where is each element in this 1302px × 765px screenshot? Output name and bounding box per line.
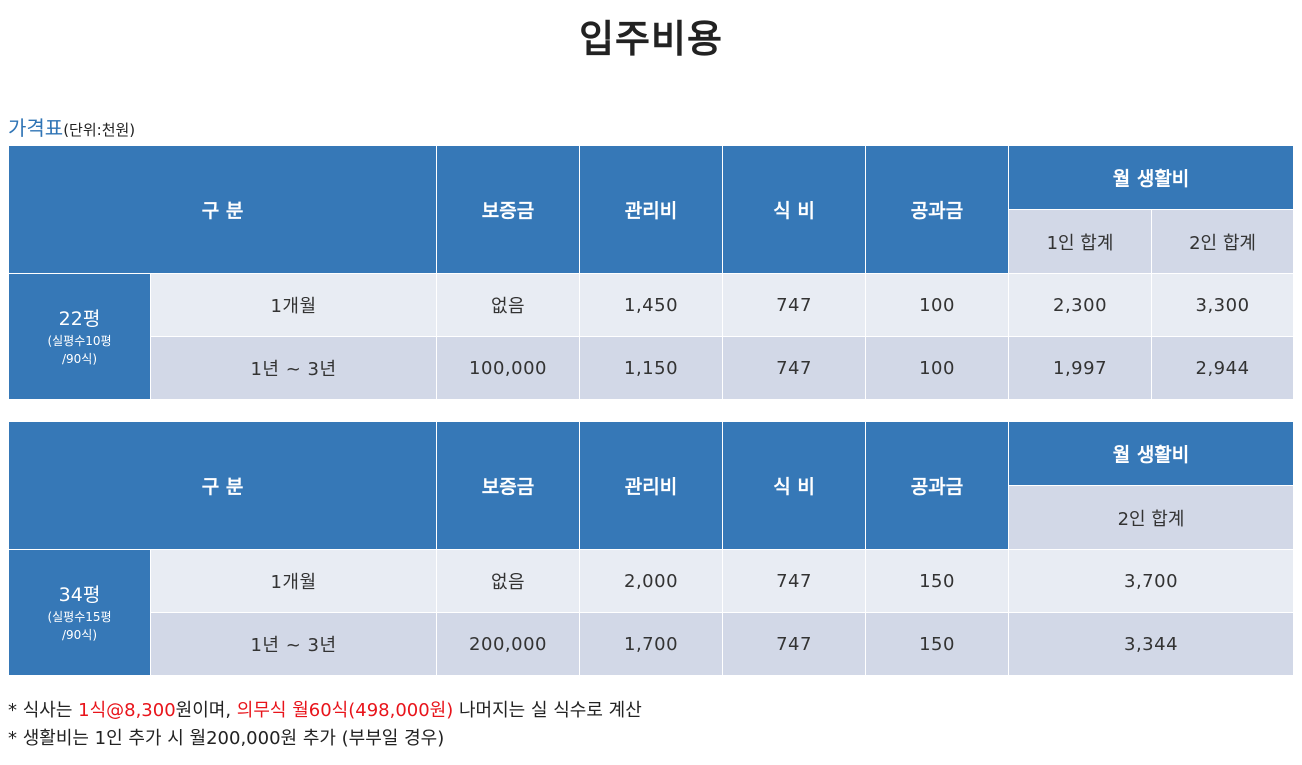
period-cell: 1년 ~ 3년 [149, 336, 438, 400]
size-note: /90식) [61, 351, 98, 366]
price-table-caption: 가격표(단위:천원) [8, 115, 135, 141]
header-one-person-total: 1인 합계 [1008, 209, 1153, 274]
meal-cell: 747 [722, 612, 867, 676]
note-highlight-meal-price: 1식@8,300 [78, 700, 176, 721]
header-two-person-total: 2인 합계 [1151, 209, 1295, 274]
note-highlight-mandatory-meals: 의무식 월60식(498,000원) [236, 700, 454, 721]
utilities-cell: 100 [865, 273, 1010, 337]
size-category-cell: 22평 (실평수10평 /90식) [8, 273, 151, 400]
caption-title: 가격표 [8, 116, 64, 140]
size-label: 22평 [58, 307, 101, 330]
note-text: 원이며, [175, 700, 237, 721]
header-deposit: 보증금 [436, 421, 581, 550]
header-utilities: 공과금 [865, 421, 1010, 550]
one-total-cell: 1,997 [1008, 336, 1153, 400]
header-monthly-cost: 월 생활비 [1008, 145, 1295, 210]
two-total-cell: 3,700 [1008, 549, 1295, 613]
table-row: 1년 ~ 3년 100,000 1,150 747 100 1,997 2,94… [9, 336, 1295, 400]
one-total-cell: 2,300 [1008, 273, 1153, 337]
page-title: 입주비용 [579, 17, 723, 61]
header-category: 구 분 [7, 145, 438, 274]
deposit-cell: 없음 [436, 549, 581, 613]
management-cell: 1,450 [579, 273, 724, 337]
two-total-cell: 2,944 [1151, 336, 1295, 400]
size-label: 34평 [58, 583, 101, 606]
header-category: 구 분 [7, 421, 438, 550]
size-note: /90식) [61, 627, 98, 642]
period-cell: 1개월 [149, 549, 438, 613]
size-category-cell: 34평 (실평수15평 /90식) [8, 549, 151, 676]
table-row: 22평 (실평수10평 /90식) 1개월 없음 1,450 747 100 2… [8, 273, 1295, 400]
note-text: 나머지는 실 식수로 계산 [453, 700, 642, 721]
meal-cell: 747 [722, 273, 867, 337]
deposit-cell: 200,000 [436, 612, 581, 676]
utilities-cell: 100 [865, 336, 1010, 400]
note-meal: * 식사는 1식@8,300원이며, 의무식 월60식(498,000원) 나머… [8, 697, 642, 725]
deposit-cell: 100,000 [436, 336, 581, 400]
price-table-34: 구 분 보증금 관리비 식 비 공과금 월 생활비 2인 합계 34평 (실평수… [7, 421, 1295, 676]
caption-unit: (단위:천원) [63, 121, 136, 139]
header-monthly-cost: 월 생활비 [1008, 421, 1295, 486]
notes: * 식사는 1식@8,300원이며, 의무식 월60식(498,000원) 나머… [8, 697, 642, 753]
header-two-person-total: 2인 합계 [1008, 485, 1295, 550]
management-cell: 1,150 [579, 336, 724, 400]
header-meal: 식 비 [722, 145, 867, 274]
header-deposit: 보증금 [436, 145, 581, 274]
period-cell: 1년 ~ 3년 [149, 612, 438, 676]
management-cell: 1,700 [579, 612, 724, 676]
header-management: 관리비 [579, 145, 724, 274]
price-table-22: 구 분 보증금 관리비 식 비 공과금 월 생활비 1인 합계 2인 합계 22… [7, 145, 1295, 400]
header-meal: 식 비 [722, 421, 867, 550]
size-note: (실평수15평 [47, 609, 112, 624]
period-cell: 1개월 [149, 273, 438, 337]
meal-cell: 747 [722, 549, 867, 613]
meal-cell: 747 [722, 336, 867, 400]
table-row: 1년 ~ 3년 200,000 1,700 747 150 3,344 [9, 612, 1295, 676]
utilities-cell: 150 [865, 612, 1010, 676]
deposit-cell: 없음 [436, 273, 581, 337]
two-total-cell: 3,300 [1151, 273, 1295, 337]
management-cell: 2,000 [579, 549, 724, 613]
table-row: 34평 (실평수15평 /90식) 1개월 없음 2,000 747 150 3… [8, 549, 1295, 676]
two-total-cell: 3,344 [1008, 612, 1295, 676]
note-text: * 식사는 [8, 700, 79, 721]
header-management: 관리비 [579, 421, 724, 550]
size-note: (실평수10평 [47, 333, 112, 348]
header-utilities: 공과금 [865, 145, 1010, 274]
note-living-cost: * 생활비는 1인 추가 시 월200,000원 추가 (부부일 경우) [8, 728, 445, 749]
utilities-cell: 150 [865, 549, 1010, 613]
